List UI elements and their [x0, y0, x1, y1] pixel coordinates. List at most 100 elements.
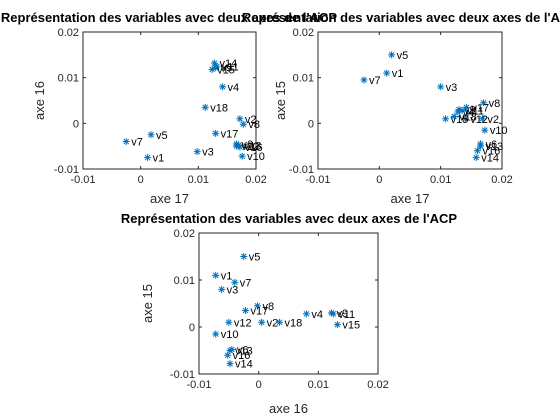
point-marker-v16: [473, 147, 481, 155]
point-marker-v17: [462, 103, 470, 111]
y-tick-label: -0.01: [170, 369, 195, 381]
point-marker-v5: [240, 253, 248, 260]
x-tick-label: 0.02: [245, 174, 266, 186]
point-label-v10: v10: [490, 125, 508, 137]
point-marker-v18: [276, 318, 284, 326]
point-label-v10: v10: [221, 329, 239, 341]
point-marker-v8: [480, 99, 488, 107]
point-label-v3: v3: [446, 82, 458, 94]
point-marker-v1: [212, 271, 220, 279]
point-marker-v12: [461, 115, 469, 123]
point-marker-v10: [238, 152, 246, 160]
y-tick-label: 0.01: [58, 73, 79, 85]
point-label-v1: v1: [221, 270, 233, 282]
point-label-v12: v12: [470, 114, 488, 126]
point-label-v17: v17: [471, 102, 489, 114]
point-label-v3: v3: [202, 147, 214, 159]
point-label-v12: v12: [241, 141, 259, 153]
point-marker-v15: [333, 321, 341, 329]
point-label-v2: v2: [267, 317, 279, 329]
point-label-v2: v2: [487, 114, 499, 126]
point-label-v18: v18: [210, 102, 228, 114]
point-marker-v7: [231, 278, 239, 286]
point-label-v6: v6: [237, 345, 249, 357]
point-label-v7: v7: [240, 277, 252, 289]
point-marker-v16: [224, 351, 232, 359]
point-label-v9: v9: [221, 63, 233, 75]
point-label-v17: v17: [221, 128, 239, 140]
point-label-v8: v8: [262, 301, 274, 313]
point-marker-v14: [472, 154, 480, 162]
point-label-v18: v18: [459, 111, 477, 123]
x-tick-label: -0.01: [186, 379, 211, 391]
point-marker-v13: [477, 142, 485, 150]
chart-title: Représentation des variables avec deux a…: [121, 211, 458, 226]
point-marker-v10: [481, 126, 489, 134]
subplot-1: -0.01 0 0.01 0.02 -0.01 0 0.01 0.02 v1 v2 v3 v4 v5 v6…: [1, 10, 338, 206]
y-axis-label: axe 16: [32, 81, 47, 120]
y-tick-label: 0.01: [174, 275, 195, 287]
x-axis-label: axe 17: [150, 191, 189, 206]
point-marker-v3: [193, 148, 201, 156]
y-tick-label: 0.02: [58, 27, 79, 39]
point-marker-v5: [147, 131, 155, 139]
x-tick-label: 0: [138, 174, 144, 186]
point-label-v2: v2: [245, 114, 257, 126]
x-tick-label: 0.01: [188, 174, 209, 186]
point-label-v10: v10: [247, 151, 265, 163]
x-axis-label: axe 16: [269, 401, 308, 416]
y-tick-label: 0.02: [293, 27, 314, 39]
axes-box: [317, 31, 503, 170]
point-marker-v8: [239, 120, 247, 128]
point-marker-v18: [450, 112, 458, 120]
x-axis-label: axe 17: [390, 191, 429, 206]
x-tick-label: 0: [256, 379, 262, 391]
point-marker-v11: [329, 310, 337, 318]
chart-title: Représentation des variables avec deux a…: [242, 10, 560, 25]
point-marker-v17: [242, 307, 250, 315]
point-label-v4: v4: [311, 309, 323, 321]
x-tick-label: 0.01: [308, 379, 329, 391]
point-label-v13: v13: [235, 346, 253, 358]
point-label-v5: v5: [156, 130, 168, 142]
point-marker-v3: [218, 285, 226, 293]
point-label-v7: v7: [369, 75, 381, 87]
subplot-3: -0.01 0 0.01 0.02 -0.01 0 0.01 0.02 v1 v2 v3 v4 v5 v6…: [121, 211, 458, 416]
y-tick-label: 0: [308, 118, 314, 130]
x-tick-label: 0.02: [491, 174, 512, 186]
point-label-v16: v16: [233, 350, 251, 362]
point-label-v8: v8: [489, 98, 501, 110]
point-label-v9: v9: [336, 308, 348, 320]
point-label-v14: v14: [219, 58, 237, 70]
point-marker-v3: [437, 83, 445, 91]
point-marker-v4: [219, 83, 227, 91]
point-marker-v14: [210, 59, 218, 67]
x-tick-label: -0.01: [305, 174, 330, 186]
point-label-v3: v3: [227, 284, 239, 296]
point-marker-v4: [302, 310, 310, 318]
point-label-v4: v4: [228, 82, 240, 94]
point-marker-v5: [388, 51, 396, 59]
point-marker-v12: [225, 318, 233, 326]
axes-box: [82, 31, 257, 170]
point-marker-v7: [360, 76, 368, 84]
point-marker-v2: [478, 115, 486, 123]
point-label-v15: v15: [342, 320, 360, 332]
point-label-v7: v7: [131, 137, 143, 149]
point-label-v6: v6: [486, 139, 498, 151]
point-label-v5: v5: [397, 50, 409, 62]
point-label-v5: v5: [249, 252, 261, 264]
point-marker-v16: [236, 143, 244, 151]
y-tick-label: -0.01: [289, 164, 314, 176]
y-tick-label: -0.01: [54, 164, 79, 176]
point-label-v13: v13: [244, 140, 262, 152]
point-label-v14: v14: [481, 153, 499, 165]
point-marker-v7: [122, 138, 130, 146]
point-marker-v1: [383, 69, 391, 77]
x-tick-label: 0.01: [430, 174, 451, 186]
point-label-v13: v13: [486, 141, 504, 153]
x-tick-label: 0.02: [367, 379, 388, 391]
y-tick-label: 0: [189, 322, 195, 334]
point-label-v1: v1: [153, 153, 165, 165]
